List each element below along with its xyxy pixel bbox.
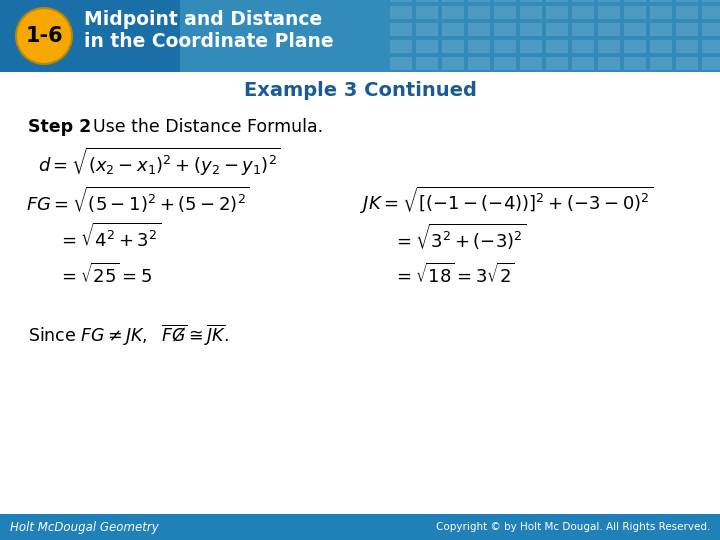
Text: Midpoint and Distance: Midpoint and Distance (84, 10, 323, 29)
Bar (416, 0, 438, 2)
Bar (624, 40, 646, 53)
Bar (546, 6, 568, 19)
Bar (0, 514, 720, 540)
Bar (650, 23, 672, 36)
Text: $JK = \sqrt{[(-1-(-4))]^2 + (-3-0)^2}$: $JK = \sqrt{[(-1-(-4))]^2 + (-3-0)^2}$ (360, 185, 654, 215)
Bar (520, 57, 542, 70)
Bar (416, 6, 438, 19)
Bar (442, 40, 464, 53)
Text: Step 2: Step 2 (28, 118, 91, 136)
Text: in the Coordinate Plane: in the Coordinate Plane (84, 32, 333, 51)
Bar (180, 0, 720, 72)
Bar (624, 23, 646, 36)
Bar (468, 40, 490, 53)
Bar (702, 23, 720, 36)
Bar (390, 57, 412, 70)
Bar (572, 0, 594, 2)
Text: Since $FG \neq JK,$  $\overline{FG} \not\cong \overline{JK}$.: Since $FG \neq JK,$ $\overline{FG} \not\… (28, 322, 229, 348)
Bar (390, 23, 412, 36)
Bar (702, 57, 720, 70)
Bar (0, 0, 720, 72)
Bar (572, 23, 594, 36)
Bar (390, 40, 412, 53)
Text: $= \sqrt{25} = 5$: $= \sqrt{25} = 5$ (58, 263, 152, 287)
Bar (546, 0, 568, 2)
Bar (598, 40, 620, 53)
Bar (598, 23, 620, 36)
Bar (468, 0, 490, 2)
Bar (416, 57, 438, 70)
Bar (676, 23, 698, 36)
Bar (676, 40, 698, 53)
Bar (702, 0, 720, 2)
Circle shape (16, 8, 72, 64)
Bar (468, 23, 490, 36)
Bar (442, 23, 464, 36)
Bar (468, 6, 490, 19)
Bar (702, 6, 720, 19)
Bar (650, 57, 672, 70)
Bar (546, 23, 568, 36)
Bar (520, 6, 542, 19)
Bar (416, 23, 438, 36)
Text: $FG = \sqrt{(5-1)^2 + (5-2)^2}$: $FG = \sqrt{(5-1)^2 + (5-2)^2}$ (26, 185, 250, 215)
Bar (416, 40, 438, 53)
Bar (676, 57, 698, 70)
Bar (702, 40, 720, 53)
Bar (390, 0, 412, 2)
Bar (442, 6, 464, 19)
Text: Use the Distance Formula.: Use the Distance Formula. (93, 118, 323, 136)
Text: Copyright © by Holt Mc Dougal. All Rights Reserved.: Copyright © by Holt Mc Dougal. All Right… (436, 522, 710, 532)
Bar (676, 6, 698, 19)
Bar (494, 23, 516, 36)
Bar (494, 40, 516, 53)
Bar (624, 57, 646, 70)
Text: $= \sqrt{3^2 + (-3)^2}$: $= \sqrt{3^2 + (-3)^2}$ (393, 222, 526, 252)
Bar (494, 6, 516, 19)
Bar (650, 6, 672, 19)
Bar (624, 0, 646, 2)
Bar (520, 23, 542, 36)
Bar (598, 6, 620, 19)
Bar (442, 57, 464, 70)
Bar (494, 0, 516, 2)
Text: Example 3 Continued: Example 3 Continued (243, 80, 477, 99)
Bar (572, 57, 594, 70)
Bar (546, 40, 568, 53)
Bar (650, 40, 672, 53)
Bar (520, 40, 542, 53)
Bar (546, 57, 568, 70)
Text: 1-6: 1-6 (25, 26, 63, 46)
Bar (390, 6, 412, 19)
Bar (572, 6, 594, 19)
Bar (520, 0, 542, 2)
Text: $= \sqrt{4^2 + 3^2}$: $= \sqrt{4^2 + 3^2}$ (58, 223, 161, 251)
Bar (468, 57, 490, 70)
Bar (572, 40, 594, 53)
Bar (650, 0, 672, 2)
Bar (624, 6, 646, 19)
Bar (442, 0, 464, 2)
Bar (494, 57, 516, 70)
Text: Holt McDougal Geometry: Holt McDougal Geometry (10, 521, 158, 534)
Text: $= \sqrt{18} = 3\sqrt{2}$: $= \sqrt{18} = 3\sqrt{2}$ (393, 263, 515, 287)
Bar (676, 0, 698, 2)
Text: $d = \sqrt{(x_2 - x_1)^2 + (y_2 - y_1)^2}$: $d = \sqrt{(x_2 - x_1)^2 + (y_2 - y_1)^2… (38, 146, 281, 178)
Bar (598, 57, 620, 70)
Bar (598, 0, 620, 2)
